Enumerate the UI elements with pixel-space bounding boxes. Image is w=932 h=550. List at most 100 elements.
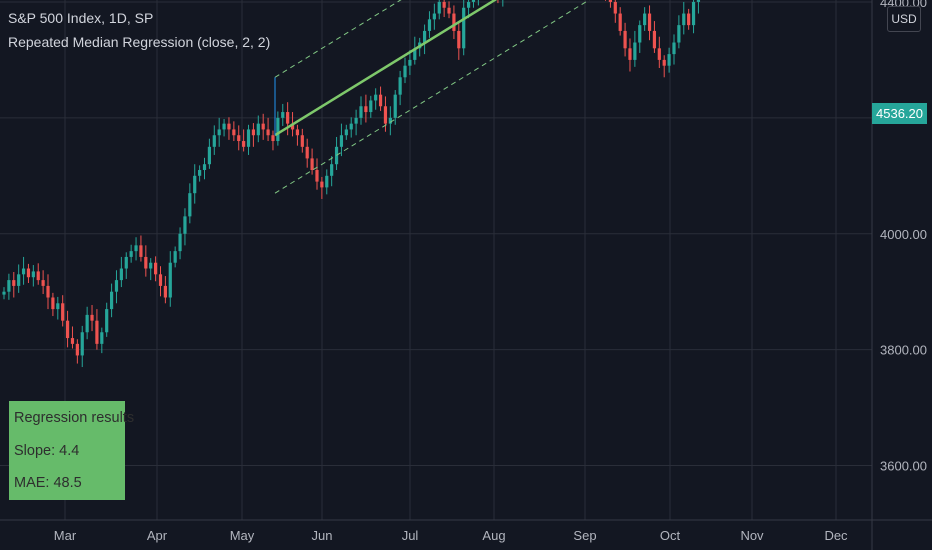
candle-body [281,112,285,118]
candle-body [119,268,123,281]
candle-body [647,13,652,31]
candle-body [339,135,344,147]
candle-body [237,135,241,142]
candle-body [652,30,657,49]
candle-body [364,106,368,113]
chart-title: S&P 500 Index, 1D, SP [8,10,154,26]
candle-body [90,314,94,321]
x-tick-label: Dec [824,528,848,543]
chart-grid [0,0,872,520]
x-tick-label: Oct [660,528,681,543]
candle-body [320,181,324,188]
candle-body [183,216,187,234]
candle-body [75,343,79,356]
candle-body [638,25,642,43]
candle-body [315,170,319,182]
candle-body [628,48,632,60]
candle-body [383,106,388,124]
candle-body [677,25,681,43]
candle-body [41,280,45,286]
candle-body [144,256,148,269]
candle-body [271,135,275,142]
candle-body [403,65,407,78]
x-tick-label: Nov [740,528,764,543]
candle-body [232,129,236,136]
candle-body [437,1,441,14]
candle-body [129,251,133,257]
candle-body [168,262,172,298]
candle-body [100,332,104,344]
candle-body [217,129,221,136]
x-tick-label: Sep [573,528,596,543]
x-tick-label: Mar [54,528,77,543]
candle-body [462,7,466,49]
x-tick-label: May [230,528,255,543]
candle-body [344,129,348,136]
candle-body [427,19,432,31]
candle-body [471,0,476,2]
results-mae: MAE: 48.5 [14,475,82,491]
candle-body [188,193,192,217]
candle-body [442,1,446,8]
candle-body [12,280,16,286]
candle-body [227,123,231,130]
candle-body [85,314,89,333]
regression-channel [274,0,590,194]
candle-body [432,13,436,20]
candle-body [374,94,378,101]
indicator-label[interactable]: Repeated Median Regression (close, 2, 2) [8,34,271,50]
candle-body [109,291,114,310]
x-tick-label: Aug [482,528,505,543]
candle-body [305,146,309,159]
candle-body [452,13,456,31]
x-tick-label: Apr [147,528,168,543]
candle-body [687,13,691,26]
candle-body [17,274,21,286]
lower-band-line [274,0,590,194]
candle-body [657,48,661,60]
candlestick-series [2,0,701,368]
candle-body [378,94,383,107]
candle-body [202,164,207,171]
results-slope: Slope: 4.4 [14,443,80,459]
regression-results-box: Regression results Slope: 4.4 MAE: 48.5 [9,401,134,500]
candle-body [178,233,182,252]
regression-line [274,0,498,137]
candle-body [70,338,75,344]
candle-body [398,77,402,95]
results-title: Regression results [14,410,135,426]
candle-body [354,117,358,124]
candle-body [251,129,256,136]
candle-body [51,297,55,310]
y-tick-label: 3800.00 [880,343,927,358]
candle-body [457,30,461,49]
candle-body [256,123,260,136]
candle-body [193,175,197,194]
y-tick-label: 3600.00 [880,459,927,474]
candle-body [691,1,696,26]
candle-body [349,123,353,130]
candle-body [623,30,627,49]
candle-body [242,141,246,147]
candle-body [266,129,270,136]
candle-body [300,135,304,147]
candle-body [286,112,290,124]
candle-body [139,245,143,257]
candle-body [290,123,295,130]
currency-button[interactable]: USD [887,6,921,32]
candle-body [295,129,300,136]
candle-body [198,170,202,176]
candle-body [408,59,412,66]
candle-body [696,0,701,2]
candle-body [134,245,138,252]
candle-body [359,106,363,118]
candle-body [447,7,451,14]
candle-body [114,280,119,292]
candle-body [422,30,427,43]
candle-body [26,268,31,278]
candle-body [222,123,226,130]
last-price-tag: 4536.20 [872,103,927,124]
candle-body [173,251,177,263]
